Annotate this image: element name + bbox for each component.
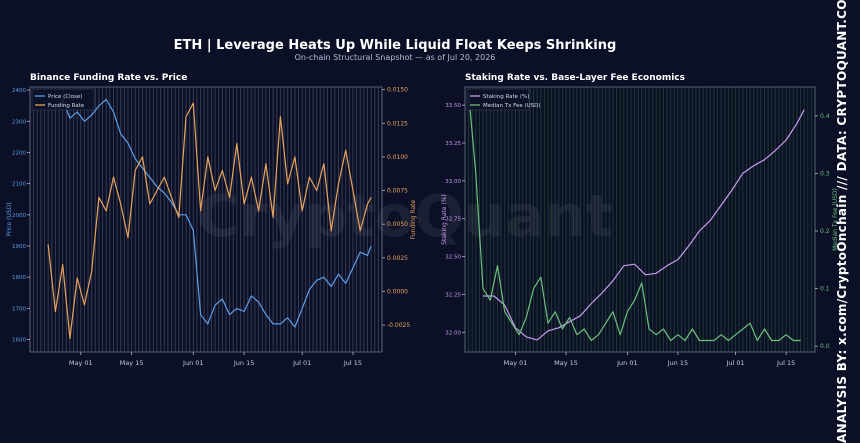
y-left-tick-label: 2100 (12, 182, 26, 188)
chart-subtitle: On-chain Structural Snapshot — as of Jul… (294, 53, 496, 62)
plot-frame (29, 86, 383, 353)
y-left-tick-label: 2200 (12, 150, 26, 156)
legend-right: Staking Rate (%) Median Tx Fee (USD) (466, 88, 541, 111)
x-tick-label: Jun 15 (667, 359, 689, 367)
chart-frame: ETH | Leverage Heats Up While Liquid Flo… (6, 0, 849, 443)
y-left-axis-label: Price (USD) (6, 202, 13, 236)
y-left-tick-label: 32.00 (445, 330, 461, 336)
x-tick-label: May 01 (504, 359, 528, 367)
legend-label: Staking Rate (%) (483, 94, 529, 100)
legend-label: Funding Rate (48, 103, 85, 109)
y-left-tick-label: 32.75 (445, 217, 461, 223)
x-tick-label: Jun 01 (182, 359, 204, 367)
x-tick-label: Jul 15 (343, 359, 362, 367)
x-tick-label: Jul 01 (726, 359, 745, 367)
left-panel-title: Binance Funding Rate vs. Price (30, 73, 188, 83)
right-panel-title: Staking Rate vs. Base-Layer Fee Economic… (465, 73, 685, 83)
panel-left: May 01 May 15 Jun 01 Jun 15 Jul 01 Jul 15 1600… (6, 86, 417, 367)
x-tick-label: Jun 01 (616, 359, 638, 367)
y-left-tick-label: 2400 (12, 88, 26, 94)
series-line-left-0 (47, 98, 372, 328)
y-right-tick-label: -0.0025 (387, 322, 410, 329)
y-left-tick-label: 32.25 (445, 292, 461, 298)
y-right-axis-label: Median Tx Fee (USD) (832, 188, 839, 251)
legend-label: Median Tx Fee (USD) (483, 103, 541, 109)
y-left-tick-label: 1900 (12, 244, 26, 250)
legend-left: Price (Close) Funding Rate (31, 88, 95, 111)
y-right-tick-label: 0.0150 (387, 87, 408, 94)
panel-right: May 01 May 15 Jun 01 Jun 15 Jul 01 Jul 15 32.0… (441, 86, 839, 367)
y-left-tick-label: 32.50 (445, 255, 461, 261)
x-tick-label: Jun 15 (233, 359, 255, 367)
x-tick-label: Jul 15 (776, 359, 795, 367)
y-right-tick-label: 0.3 (820, 170, 830, 177)
y-right-tick-label: 0.0 (820, 343, 830, 350)
series-line-left-1 (47, 102, 372, 340)
y-left-tick-label: 33.25 (445, 141, 461, 147)
y-right-tick-label: 0.0125 (387, 120, 408, 127)
y-right-tick-label: 0.0075 (387, 188, 408, 195)
y-left-tick-label: 33.00 (445, 179, 461, 185)
series-line-right-1 (468, 92, 801, 342)
y-left-tick-label: 2000 (12, 213, 26, 219)
y-right-tick-label: 0.4 (820, 113, 830, 120)
y-left-axis-label: Staking Rate (%) (441, 194, 448, 245)
chart-title: ETH | Leverage Heats Up While Liquid Flo… (173, 38, 617, 53)
x-tick-label: May 15 (120, 359, 144, 367)
y-right-tick-label: 0.0100 (387, 154, 408, 161)
y-left-tick-label: 1700 (12, 306, 26, 312)
y-right-tick-label: 0.0025 (387, 255, 408, 262)
y-left-tick-label: 1800 (12, 275, 26, 281)
y-left-tick-label: 2300 (12, 119, 26, 125)
plot-frame (464, 86, 816, 353)
y-right-axis-label: Funding Rate (410, 199, 417, 239)
legend-box (31, 88, 95, 111)
y-right-tick-label: 0.0000 (387, 288, 408, 295)
legend-label: Price (Close) (48, 94, 82, 100)
y-left-tick-label: 1600 (12, 338, 26, 344)
y-right-tick-label: 0.0050 (387, 221, 408, 228)
side-credit: ANALYSIS BY: x.com/CryptoOnchain /// DAT… (835, 0, 849, 443)
x-tick-label: May 01 (69, 359, 93, 367)
legend-box (466, 88, 530, 111)
y-left-tick-label: 33.50 (445, 103, 461, 109)
x-tick-label: Jul 01 (292, 359, 311, 367)
series-line-right-0 (483, 109, 805, 341)
x-tick-label: May 15 (554, 359, 578, 367)
y-right-tick-label: 0.1 (820, 286, 830, 293)
y-right-tick-label: 0.2 (820, 228, 830, 235)
